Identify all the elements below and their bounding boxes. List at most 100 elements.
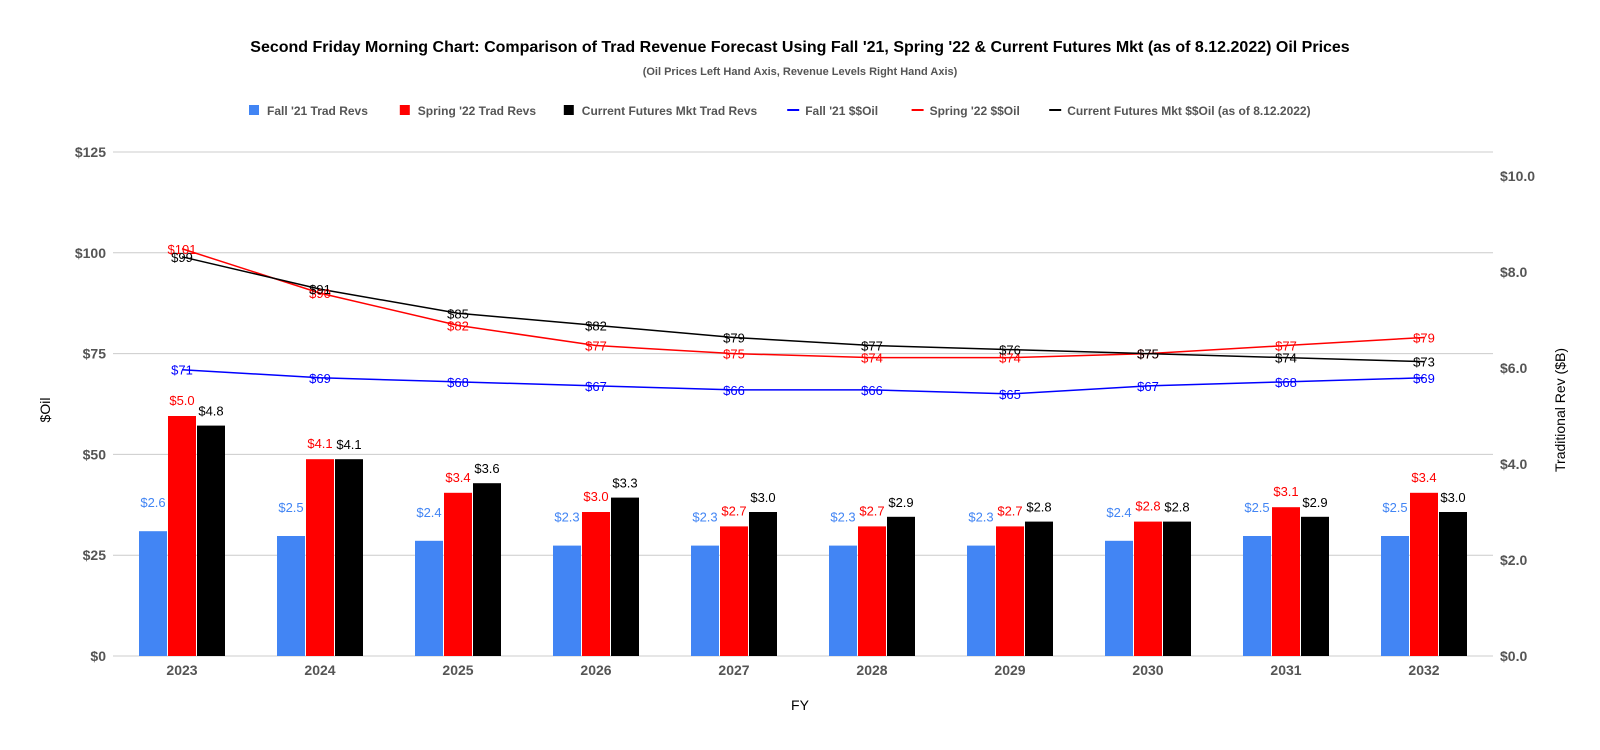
bar bbox=[444, 492, 472, 656]
line-data-label: $73 bbox=[1413, 355, 1435, 370]
left-y-tick-label: $75 bbox=[83, 346, 107, 362]
line-data-label: $90 bbox=[309, 286, 331, 301]
bar bbox=[306, 459, 334, 656]
left-y-tick-label: $25 bbox=[83, 547, 107, 563]
legend: Fall '21 Trad Revs Spring '22 Trad Revs Cu… bbox=[249, 104, 1311, 118]
left-y-tick-label: $100 bbox=[75, 245, 106, 261]
bar-data-label: $5.0 bbox=[169, 393, 194, 408]
x-tick-label: 2024 bbox=[304, 662, 335, 678]
line-data-label: $68 bbox=[447, 375, 469, 390]
x-tick-label: 2028 bbox=[856, 662, 887, 678]
bar bbox=[749, 512, 777, 656]
line-data-label: $66 bbox=[861, 383, 883, 398]
bar bbox=[1025, 521, 1053, 656]
bar-data-label: $2.7 bbox=[721, 503, 746, 518]
legend-label: Current Futures Mkt Trad Revs bbox=[582, 104, 758, 118]
legend-label: Spring '22 $$Oil bbox=[930, 104, 1020, 118]
bar bbox=[139, 531, 167, 656]
line-data-label: $75 bbox=[1137, 347, 1159, 362]
line-data-label: $91 bbox=[309, 282, 331, 297]
bar bbox=[1163, 521, 1191, 656]
right-y-axis-title: Traditional Rev ($B) bbox=[1552, 348, 1568, 472]
bar bbox=[887, 516, 915, 656]
chart-subtitle: (Oil Prices Left Hand Axis, Revenue Leve… bbox=[643, 66, 958, 78]
bar-data-label: $2.3 bbox=[968, 510, 993, 525]
bar-data-label: $2.8 bbox=[1135, 499, 1160, 514]
bar-data-label: $3.1 bbox=[1273, 484, 1298, 499]
bar bbox=[553, 545, 581, 656]
bar bbox=[720, 526, 748, 656]
legend-label: Fall '21 Trad Revs bbox=[267, 104, 368, 118]
bar-data-label: $2.3 bbox=[692, 510, 717, 525]
bar-data-label: $2.8 bbox=[1164, 500, 1189, 515]
bar-data-label: $4.1 bbox=[336, 437, 361, 452]
line-data-label: $67 bbox=[585, 379, 607, 394]
bar bbox=[415, 540, 443, 656]
bar-data-label: $2.5 bbox=[1244, 500, 1269, 515]
bar-data-label: $3.4 bbox=[445, 470, 470, 485]
bar-data-label: $2.6 bbox=[140, 495, 165, 510]
bar-data-label: $4.8 bbox=[198, 404, 223, 419]
bar bbox=[1410, 492, 1438, 656]
line-data-label: $66 bbox=[723, 383, 745, 398]
line-data-label: $79 bbox=[1413, 330, 1435, 345]
line-data-label: $77 bbox=[1275, 339, 1297, 354]
line-data-label: $82 bbox=[585, 318, 607, 333]
bar-data-label: $2.8 bbox=[1026, 500, 1051, 515]
line-data-label: $67 bbox=[1137, 379, 1159, 394]
bar-data-label: $2.5 bbox=[278, 500, 303, 515]
bar bbox=[829, 545, 857, 656]
left-y-axis-title: $Oil bbox=[37, 398, 53, 423]
right-y-tick-label: $0.0 bbox=[1500, 648, 1527, 664]
right-y-tick-label: $2.0 bbox=[1500, 552, 1527, 568]
bar bbox=[277, 536, 305, 656]
line-data-label: $99 bbox=[171, 250, 193, 265]
bar-data-label: $3.0 bbox=[583, 489, 608, 504]
bar bbox=[473, 483, 501, 656]
chart-title: Second Friday Morning Chart: Comparison … bbox=[250, 39, 1350, 56]
line-data-label: $77 bbox=[585, 339, 607, 354]
bar bbox=[996, 526, 1024, 656]
bar bbox=[168, 416, 196, 656]
right-y-tick-label: $6.0 bbox=[1500, 360, 1527, 376]
x-tick-label: 2031 bbox=[1270, 662, 1301, 678]
bar bbox=[1439, 512, 1467, 656]
series-line bbox=[181, 368, 1425, 395]
line-data-label: $65 bbox=[999, 387, 1021, 402]
line-data-label: $74 bbox=[1275, 351, 1297, 366]
bar bbox=[335, 459, 363, 656]
bar-data-label: $2.7 bbox=[997, 503, 1022, 518]
x-tick-label: 2027 bbox=[718, 662, 749, 678]
line-data-label: $68 bbox=[1275, 375, 1297, 390]
bar bbox=[582, 512, 610, 656]
bar bbox=[197, 425, 225, 656]
series-line bbox=[181, 248, 1425, 359]
bar bbox=[1134, 521, 1162, 656]
bar-data-label: $3.3 bbox=[612, 476, 637, 491]
bar-data-label: $2.9 bbox=[1302, 495, 1327, 510]
left-y-axis: $0 $25 $50 $75 $100 $125 bbox=[75, 144, 106, 664]
line-data-label: $101 bbox=[168, 242, 197, 257]
x-tick-label: 2026 bbox=[580, 662, 611, 678]
line-data-label: $71 bbox=[171, 363, 193, 378]
bar bbox=[1381, 536, 1409, 656]
legend-swatch bbox=[399, 105, 410, 115]
bar-data-label: $3.0 bbox=[1440, 490, 1465, 505]
line-data-label: $76 bbox=[999, 343, 1021, 358]
bar bbox=[1301, 516, 1329, 656]
legend-swatch bbox=[563, 105, 574, 115]
line-data-label: $74 bbox=[861, 351, 883, 366]
line-data-label: $69 bbox=[309, 371, 331, 386]
line-data-label: $82 bbox=[447, 318, 469, 333]
line-data-label: $69 bbox=[1413, 371, 1435, 386]
legend-label: Current Futures Mkt $$Oil (as of 8.12.20… bbox=[1067, 104, 1310, 118]
x-tick-label: 2032 bbox=[1408, 662, 1439, 678]
x-tick-label: 2025 bbox=[442, 662, 473, 678]
bar bbox=[858, 526, 886, 656]
legend-label: Fall '21 $$Oil bbox=[805, 104, 878, 118]
bar-data-label: $2.3 bbox=[830, 510, 855, 525]
bar-data-label: $2.9 bbox=[888, 495, 913, 510]
line-data-label: $75 bbox=[723, 347, 745, 362]
bar bbox=[1272, 507, 1300, 656]
